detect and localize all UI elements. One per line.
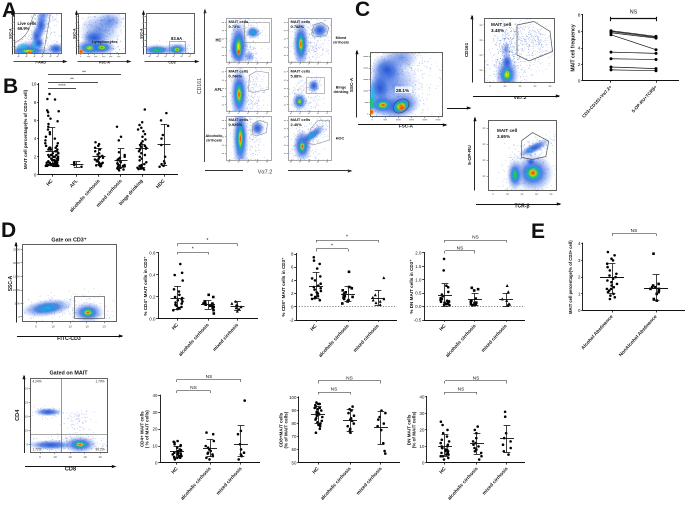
svg-text:0.926%: 0.926% xyxy=(229,122,243,127)
svg-text:0.788%: 0.788% xyxy=(291,24,305,29)
svg-text:10: 10 xyxy=(31,82,37,87)
svg-text:CD161: CD161 xyxy=(197,78,203,94)
svg-text:0: 0 xyxy=(34,173,37,178)
svg-text:**: ** xyxy=(70,77,74,83)
svg-text:SSC-A: SSC-A xyxy=(140,28,144,39)
svg-text:MAIT cells: MAIT cells xyxy=(229,69,250,74)
svg-text:AFL: AFL xyxy=(214,87,223,92)
svg-text:HOC: HOC xyxy=(336,136,345,140)
svg-text:SSC-A: SSC-A xyxy=(9,28,13,39)
svg-text:Mixed: Mixed xyxy=(336,36,347,40)
svg-text:MAIT cells: MAIT cells xyxy=(291,19,312,24)
svg-text:cirrhosis: cirrhosis xyxy=(206,138,222,142)
svg-text:E: E xyxy=(531,220,545,243)
svg-text:HC: HC xyxy=(215,37,221,42)
svg-text:7-AAD: 7-AAD xyxy=(35,60,46,64)
svg-text:MAIT cells: MAIT cells xyxy=(291,117,312,122)
svg-text:0.73%: 0.73% xyxy=(229,24,241,29)
svg-text:HC: HC xyxy=(45,178,54,188)
svg-text:Alcoholic: Alcoholic xyxy=(205,134,222,138)
svg-text:D: D xyxy=(1,219,16,242)
svg-text:C: C xyxy=(355,0,370,21)
svg-text:SSC-A: SSC-A xyxy=(349,77,354,92)
svg-text:FSC-A: FSC-A xyxy=(399,124,414,129)
svg-text:Lymphocytes: Lymphocytes xyxy=(92,39,118,44)
svg-text:83.6A: 83.6A xyxy=(171,36,182,41)
svg-text:FSC-A: FSC-A xyxy=(99,60,110,64)
svg-text:cirrhosis: cirrhosis xyxy=(333,40,349,44)
svg-text:drinking: drinking xyxy=(334,90,350,94)
svg-text:SSC-A: SSC-A xyxy=(73,28,77,39)
svg-text:69.9%: 69.9% xyxy=(18,26,30,31)
svg-text:28.1%: 28.1% xyxy=(396,88,409,93)
svg-text:Binge: Binge xyxy=(336,85,347,89)
svg-text:CD3: CD3 xyxy=(168,60,175,64)
svg-text:MAIT cells: MAIT cells xyxy=(229,19,250,24)
svg-text:8: 8 xyxy=(34,100,37,105)
svg-text:B: B xyxy=(3,75,18,98)
svg-text:Live cells: Live cells xyxy=(18,21,38,26)
svg-text:0.746%: 0.746% xyxy=(229,74,243,79)
svg-text:Vα7.2: Vα7.2 xyxy=(258,170,273,176)
svg-text:2.40%: 2.40% xyxy=(291,122,303,127)
svg-text:A: A xyxy=(2,0,17,22)
svg-text:4: 4 xyxy=(34,136,37,141)
svg-text:HDC: HDC xyxy=(155,178,167,190)
svg-text:AFL: AFL xyxy=(69,178,80,189)
svg-text:****: **** xyxy=(58,83,66,89)
svg-text:MAIT cells: MAIT cells xyxy=(291,69,312,74)
svg-text:MAIT cells: MAIT cells xyxy=(229,117,250,122)
svg-text:5.88%: 5.88% xyxy=(291,74,303,79)
svg-text:2: 2 xyxy=(34,154,37,159)
svg-text:6: 6 xyxy=(34,118,37,123)
svg-text:**: ** xyxy=(82,70,86,76)
svg-text:MAIT cell percentage(% of CD3+: MAIT cell percentage(% of CD3+ cell) xyxy=(23,89,28,169)
